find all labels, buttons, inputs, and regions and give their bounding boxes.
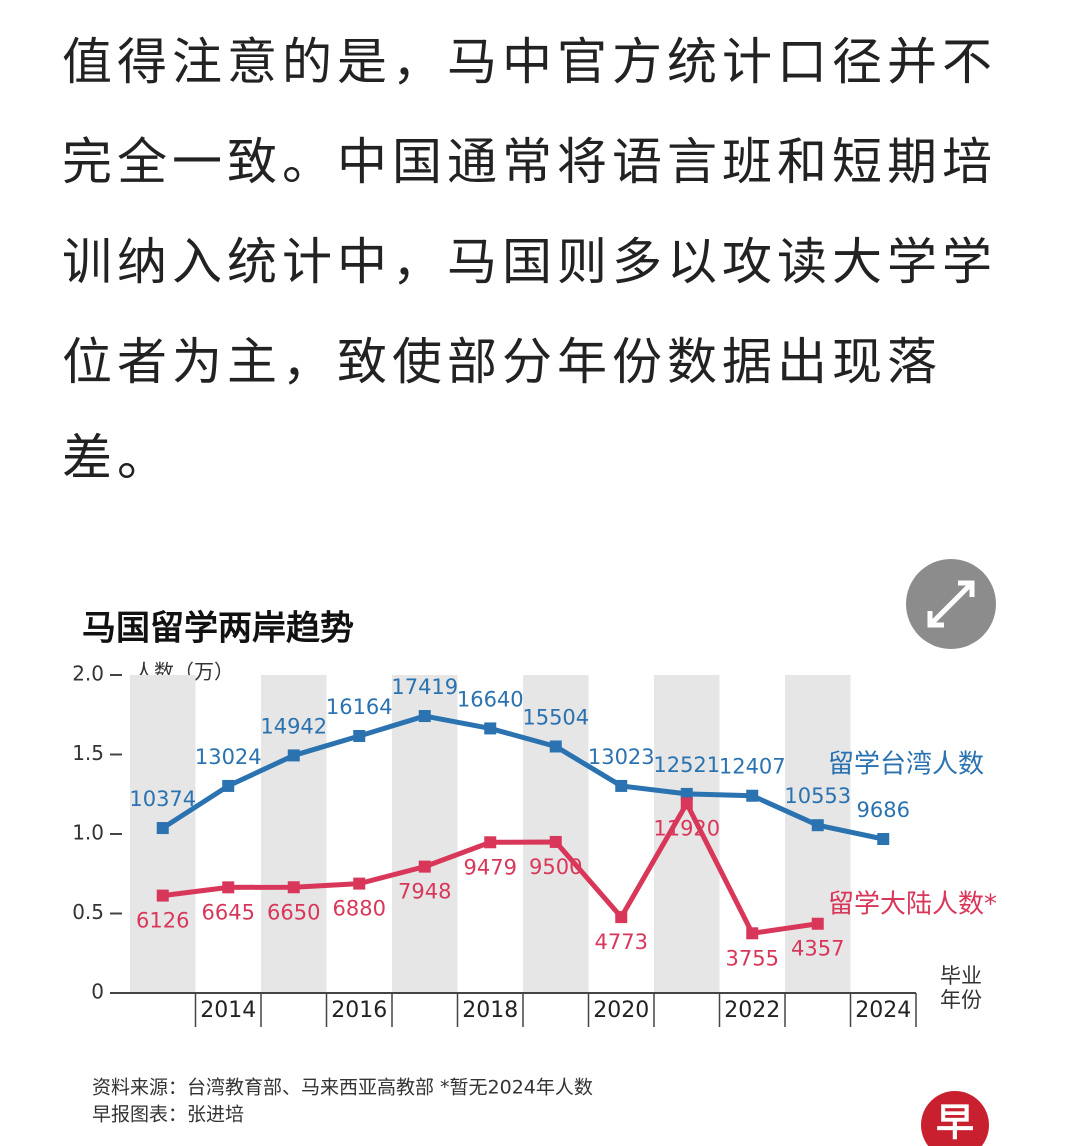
expand-button[interactable] (906, 559, 996, 649)
point-marker (222, 881, 235, 894)
x-tick-label: 2020 (593, 998, 649, 1023)
article-line: 差。 (62, 429, 172, 487)
point-marker (680, 787, 693, 800)
column-band (392, 675, 458, 993)
value-label: 16640 (457, 687, 524, 711)
value-label: 9479 (464, 855, 517, 879)
point-marker (156, 822, 169, 835)
point-marker (811, 917, 824, 930)
credit-note: 早报图表：张进培 (92, 1104, 244, 1126)
value-label: 13024 (195, 745, 262, 769)
point-marker (877, 832, 890, 845)
point-marker (287, 749, 300, 762)
value-label: 12521 (653, 753, 720, 777)
y-tick-label: 1.0 (72, 821, 104, 845)
point-marker (156, 889, 169, 902)
point-marker (418, 710, 431, 723)
value-label: 6650 (267, 900, 320, 924)
series-name: 留学台湾人数 (828, 750, 984, 780)
source-note: 资料来源：台湾教育部、马来西亚高教部 *暂无2024年人数 (92, 1077, 593, 1099)
y-tick-label: 2.0 (72, 662, 104, 686)
article-line: 位者为主，致使部分年份数据出现落 (62, 333, 942, 391)
column-band (261, 675, 327, 993)
y-tick-label: 0 (91, 980, 104, 1004)
value-label: 12407 (719, 755, 786, 779)
value-label: 10374 (129, 787, 196, 811)
x-tick-label: 2022 (724, 998, 780, 1023)
point-marker (549, 740, 562, 753)
point-marker (418, 860, 431, 873)
point-marker (746, 927, 759, 940)
column-band (654, 675, 720, 993)
value-label: 9500 (529, 855, 582, 879)
point-marker (353, 877, 366, 890)
column-band (785, 675, 851, 993)
point-marker (746, 789, 759, 802)
column-band (523, 675, 589, 993)
value-label: 7948 (398, 880, 451, 904)
logo (921, 1091, 989, 1146)
point-marker (287, 881, 300, 894)
value-label: 11920 (653, 816, 720, 840)
point-marker (680, 797, 693, 810)
x-tick-label: 2018 (462, 998, 518, 1023)
value-label: 6645 (202, 900, 255, 924)
value-label: 15504 (522, 705, 589, 729)
logo-text: 早 (936, 1101, 974, 1145)
point-marker (549, 835, 562, 848)
x-axis-label: 年份 (940, 988, 982, 1012)
value-label: 6126 (136, 909, 189, 933)
point-marker (353, 729, 366, 742)
point-marker (615, 779, 628, 792)
article-line: 训纳入统计中，马国则多以攻读大学学 (62, 233, 997, 291)
value-label: 14942 (260, 714, 327, 738)
value-label: 9686 (857, 798, 910, 822)
article-line: 完全一致。中国通常将语言班和短期培 (62, 133, 997, 191)
value-label: 17419 (391, 675, 458, 699)
value-label: 6880 (333, 897, 386, 921)
y-tick-label: 1.5 (72, 741, 104, 765)
point-marker (484, 722, 497, 735)
value-label: 16164 (326, 695, 393, 719)
point-marker (484, 836, 497, 849)
value-label: 3755 (726, 946, 779, 970)
x-tick-label: 2024 (855, 998, 911, 1023)
value-label: 10553 (784, 784, 851, 808)
article-line: 值得注意的是，马中官方统计口径并不 (62, 33, 997, 91)
point-marker (615, 911, 628, 924)
value-label: 4357 (791, 937, 844, 961)
value-label: 4773 (595, 930, 648, 954)
value-label: 13023 (588, 745, 655, 769)
chart-title: 马国留学两岸趋势 (82, 609, 354, 649)
point-marker (222, 779, 235, 792)
series-name: 留学大陆人数* (828, 890, 997, 920)
series-line (161, 713, 884, 842)
point-marker (811, 819, 824, 832)
y-tick-label: 0.5 (72, 900, 104, 924)
x-axis-label: 毕业 (940, 964, 982, 988)
x-tick-label: 2014 (200, 998, 256, 1023)
x-tick-label: 2016 (331, 998, 387, 1023)
